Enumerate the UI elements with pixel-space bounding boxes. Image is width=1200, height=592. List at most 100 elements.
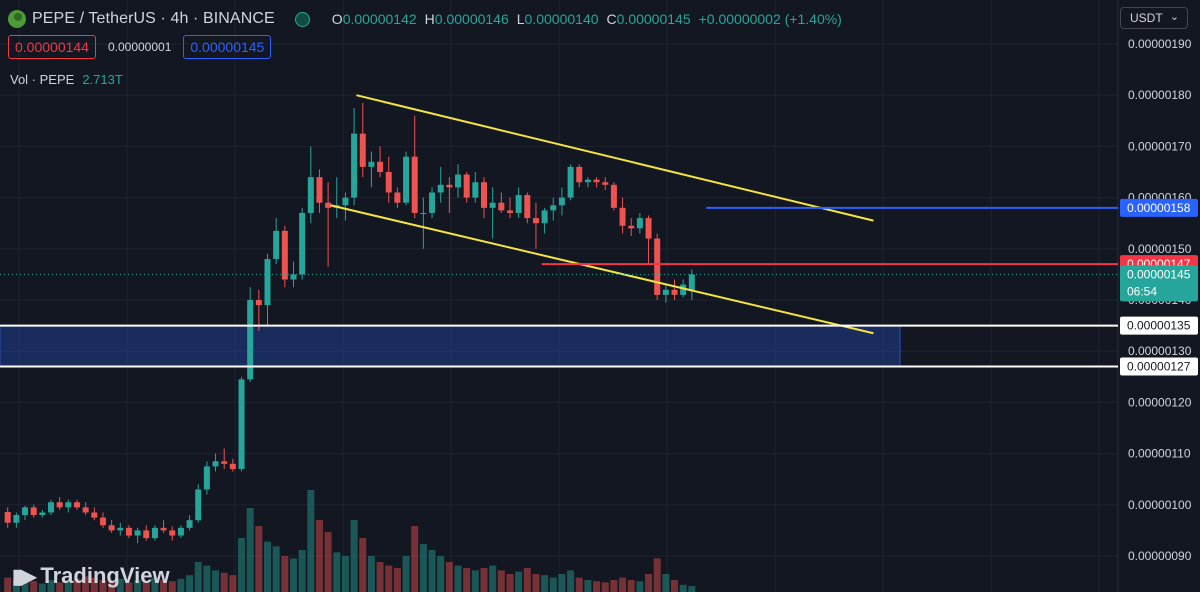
candle-body [532, 218, 539, 224]
candle-body [515, 195, 522, 213]
volume-bar [21, 582, 29, 592]
sell-price-button[interactable]: 0.00000144 [8, 35, 96, 59]
volume-bar [73, 578, 81, 592]
volume-label: Vol · PEPE [10, 72, 75, 87]
volume-bar [177, 578, 185, 592]
volume-bar [350, 520, 358, 592]
spread-value: 0.00000001 [107, 40, 172, 54]
volume-bar [541, 575, 549, 592]
high-value: 0.00000146 [434, 11, 509, 27]
volume-bar [411, 526, 419, 592]
candle-body [446, 184, 453, 188]
volume-bar [679, 584, 687, 592]
grid [0, 0, 1118, 592]
close-label: C [606, 11, 617, 27]
price-label: 0.00000145 [1127, 267, 1191, 281]
volume-bar [688, 586, 696, 592]
volume-bar [419, 544, 427, 592]
volume-bar [30, 581, 38, 592]
market-status-icon[interactable] [294, 11, 310, 27]
volume-bar [619, 577, 627, 592]
currency-label: USDT [1130, 11, 1163, 25]
low-value: 0.00000140 [524, 11, 599, 27]
volume-bar [307, 490, 315, 592]
candle-body [229, 463, 236, 469]
symbol-title[interactable]: PEPE / TetherUS · 4h · BINANCE [32, 10, 275, 27]
volume-bar [601, 582, 609, 592]
volume-bar [653, 558, 661, 592]
volume-bar [367, 556, 375, 592]
y-tick-label: 0.00000090 [1128, 549, 1192, 563]
tradingview-logo[interactable]: ▮▶ TradingView [12, 563, 170, 589]
candle-body [506, 210, 513, 213]
volume-bar [238, 538, 246, 592]
volume-bar [194, 562, 202, 592]
candle-body [463, 174, 470, 198]
candle-body [359, 133, 366, 167]
candle-body [385, 172, 392, 193]
candle-body [394, 192, 401, 203]
change-value: +0.00000002 (+1.40%) [698, 11, 842, 27]
candle-body [671, 289, 678, 295]
candle-body [169, 530, 176, 536]
candle-body [403, 156, 410, 203]
candle-body [117, 527, 124, 531]
volume-bar [272, 546, 280, 592]
volume-bar [523, 568, 531, 592]
candle-body [203, 466, 210, 490]
candle-body [195, 489, 202, 521]
price-label-bg [1120, 357, 1198, 376]
volume-bar [151, 577, 159, 592]
volume-bar [90, 577, 98, 592]
volume-bar [593, 581, 601, 592]
candle-body [273, 230, 280, 260]
candle-body [472, 182, 479, 198]
volume-bar [4, 577, 12, 592]
candle-body [368, 161, 375, 167]
candle-body [82, 507, 89, 513]
candle-body [541, 210, 548, 224]
candle-body [238, 379, 245, 469]
pepe-logo-icon [8, 10, 26, 28]
volume-bar [99, 580, 107, 592]
volume-bar [186, 575, 194, 592]
candle-body [688, 274, 695, 290]
candle-body [151, 527, 158, 539]
volume-bar [445, 562, 453, 592]
candle-body [654, 238, 661, 295]
volume-bar [645, 574, 653, 592]
price-label-bg [1120, 198, 1198, 217]
volume-bar [160, 580, 168, 592]
volume-bar [333, 552, 341, 592]
candle-body [299, 212, 306, 275]
candle-body [307, 177, 314, 213]
chevron-down-icon: ⌄ [1169, 11, 1179, 23]
price-label-bg [1120, 265, 1198, 302]
volume-bar [212, 570, 220, 592]
price-label-bg [1120, 316, 1198, 335]
candle-body [56, 502, 63, 508]
bar-countdown: 06:54 [1127, 284, 1157, 298]
candle-body [619, 207, 626, 226]
buy-price-button[interactable]: 0.00000145 [183, 35, 272, 59]
wedge-trendline [330, 204, 874, 335]
volume-legend[interactable]: Vol · PEPE 2.713T [10, 72, 123, 87]
volume-bar [47, 580, 55, 592]
volume-bar [315, 520, 323, 592]
candle-body [186, 520, 193, 528]
volume-bar [402, 556, 410, 592]
volume-bar [289, 558, 297, 592]
volume-bar [454, 565, 462, 592]
volume-bar [142, 581, 150, 592]
candle-body [65, 502, 72, 508]
candle-body [4, 511, 11, 523]
open-label: O [331, 11, 343, 27]
candle-body [108, 525, 115, 531]
y-tick-label: 0.00000130 [1128, 344, 1192, 358]
candle-body [325, 202, 332, 208]
price-label: 0.00000127 [1127, 360, 1191, 374]
candle-body [22, 507, 29, 516]
currency-selector[interactable]: USDT ⌄ [1120, 7, 1188, 29]
candle-body [48, 502, 54, 513]
